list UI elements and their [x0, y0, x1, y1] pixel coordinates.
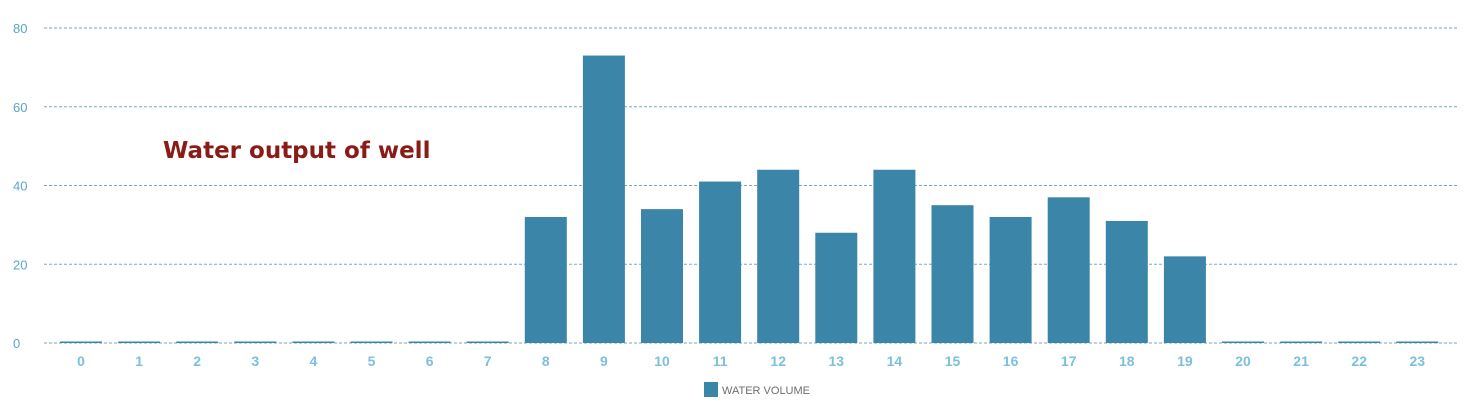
legend-swatch	[704, 382, 718, 397]
y-tick-label: 60	[13, 100, 27, 115]
bar[interactable]	[60, 341, 102, 344]
bar[interactable]	[989, 217, 1032, 343]
x-tick-label: 17	[1061, 353, 1077, 369]
bar[interactable]	[873, 169, 916, 343]
y-tick-label: 20	[13, 257, 27, 272]
bar[interactable]	[699, 181, 742, 343]
x-tick-label: 9	[600, 353, 608, 369]
gridlines	[44, 27, 1458, 344]
x-tick-label: 5	[368, 353, 376, 369]
bar[interactable]	[408, 341, 451, 344]
bar[interactable]	[931, 205, 974, 343]
x-tick-label: 18	[1119, 353, 1135, 369]
x-tick-label: 2	[193, 353, 201, 369]
bar[interactable]	[524, 217, 567, 343]
bar[interactable]	[118, 341, 161, 344]
bars	[60, 55, 1439, 344]
x-tick-label: 4	[310, 353, 318, 369]
x-tick-label: 0	[77, 353, 85, 369]
bar[interactable]	[292, 341, 335, 344]
y-tick-label: 40	[13, 179, 27, 194]
y-axis-ticks: 0 20 40 60 80	[13, 21, 27, 351]
legend[interactable]: WATER VOLUME	[704, 382, 810, 397]
bar[interactable]	[641, 209, 683, 343]
bar[interactable]	[1280, 341, 1323, 344]
y-tick-label: 80	[13, 21, 27, 36]
x-tick-label: 3	[251, 353, 259, 369]
x-tick-label: 14	[887, 353, 903, 369]
x-tick-label: 1	[135, 353, 143, 369]
y-tick-label: 0	[13, 336, 20, 351]
bar[interactable]	[582, 55, 625, 343]
chart-title: Water output of well	[163, 138, 430, 164]
x-tick-label: 21	[1293, 353, 1309, 369]
legend-label: WATER VOLUME	[722, 385, 810, 397]
bar[interactable]	[1396, 341, 1439, 344]
bar[interactable]	[1047, 197, 1090, 343]
x-tick-label: 12	[770, 353, 786, 369]
x-axis-ticks: 0 1 2 3 4 5 6 7 8 9 10 11 12 13 14 15 16 17 18 19 20 21 22 23	[77, 353, 1425, 369]
bar[interactable]	[1105, 220, 1148, 343]
bar[interactable]	[1338, 341, 1381, 344]
bar[interactable]	[1163, 256, 1206, 343]
x-tick-label: 8	[542, 353, 550, 369]
bar[interactable]	[350, 341, 393, 344]
x-tick-label: 10	[654, 353, 670, 369]
x-tick-label: 15	[945, 353, 961, 369]
x-tick-label: 7	[484, 353, 492, 369]
x-tick-label: 19	[1177, 353, 1193, 369]
bar[interactable]	[815, 232, 858, 343]
bar[interactable]	[1222, 341, 1264, 344]
x-tick-label: 23	[1410, 353, 1426, 369]
x-tick-label: 16	[1003, 353, 1019, 369]
bar[interactable]	[234, 341, 277, 344]
x-tick-label: 20	[1235, 353, 1251, 369]
bar[interactable]	[757, 169, 800, 343]
bar[interactable]	[466, 341, 509, 344]
bar[interactable]	[176, 341, 219, 344]
x-tick-label: 11	[713, 353, 728, 369]
x-tick-label: 22	[1351, 353, 1367, 369]
x-tick-label: 6	[426, 353, 434, 369]
x-tick-label: 13	[829, 353, 845, 369]
